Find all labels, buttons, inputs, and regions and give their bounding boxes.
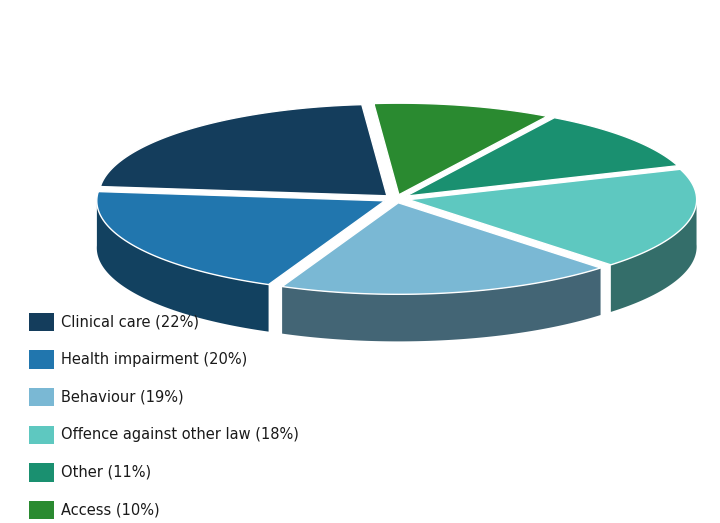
Polygon shape — [611, 197, 697, 312]
Bar — [29, 313, 54, 331]
Polygon shape — [100, 105, 387, 196]
Text: Other (11%): Other (11%) — [61, 465, 151, 480]
Bar — [29, 501, 54, 519]
Bar — [29, 426, 54, 444]
Polygon shape — [96, 199, 269, 332]
Polygon shape — [282, 268, 600, 342]
Bar — [29, 463, 54, 482]
Polygon shape — [409, 169, 697, 265]
Polygon shape — [282, 203, 600, 294]
Text: Behaviour (19%): Behaviour (19%) — [61, 390, 184, 405]
Text: Offence against other law (18%): Offence against other law (18%) — [61, 427, 299, 442]
Bar — [29, 388, 54, 406]
Polygon shape — [406, 118, 678, 196]
Text: Clinical care (22%): Clinical care (22%) — [61, 314, 199, 329]
Text: Health impairment (20%): Health impairment (20%) — [61, 352, 247, 367]
Text: Access (10%): Access (10%) — [61, 503, 160, 518]
Polygon shape — [96, 191, 384, 285]
Bar — [29, 350, 54, 369]
Polygon shape — [374, 103, 547, 195]
